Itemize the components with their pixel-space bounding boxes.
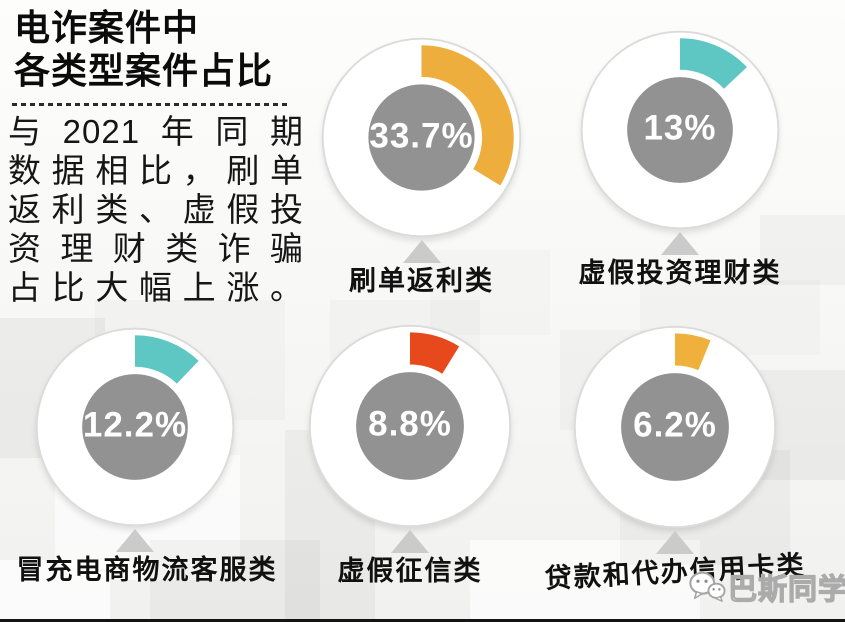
description-text: 与2021年同期 数据相比，刷单 返利类、虚假投 资理财类诈骗 占比大幅上涨。 — [8, 112, 304, 307]
page-title-line1: 电诈案件中 — [14, 7, 200, 48]
description-line: 数据相比，刷单 — [8, 152, 304, 189]
description-line: 与2021年同期 — [8, 113, 304, 150]
gauge-ring-chart — [573, 325, 777, 529]
gauge-ring-chart — [580, 30, 780, 230]
gauge-label: 刷单返利类 — [349, 266, 494, 296]
gauge-arc — [680, 38, 747, 89]
watermark-text: 巴斯同学 — [727, 573, 845, 606]
gauge-ring-chart — [308, 324, 512, 528]
wechat-chat-bubbles-icon — [689, 571, 726, 602]
description-line: 资理财类诈骗 — [8, 230, 304, 267]
gauge-value: 12.2% — [82, 405, 188, 445]
gauge-label: 虚假征信类 — [337, 556, 483, 586]
gauge-arc — [135, 335, 199, 384]
gauge-arc — [421, 45, 514, 186]
gauge-label: 虚假投资理财类 — [578, 258, 782, 288]
pointer-triangle-icon — [391, 530, 429, 553]
gauge-value: 6.2% — [633, 405, 717, 445]
pointer-triangle-icon — [402, 240, 441, 263]
gauge-label: 冒充电商物流客服类 — [16, 555, 278, 585]
gauge-xujia-touzi: 13% 虚假投资理财类 — [578, 28, 782, 288]
gauge-value: 33.7% — [369, 115, 474, 155]
gauge-ring-chart — [321, 37, 522, 238]
page-title: 电诈案件中 各类型案件占比 — [14, 6, 273, 92]
pointer-triangle-icon — [116, 529, 154, 552]
gauge-arc — [675, 333, 711, 371]
watermark: 巴斯同学 — [688, 566, 845, 608]
pointer-triangle-icon — [656, 531, 694, 554]
gauge-value: 13% — [643, 108, 717, 148]
dashed-divider — [12, 103, 290, 106]
description-line: 占比大幅上涨。 — [8, 269, 304, 306]
gauge-maochong-dianshang: 12.2% 冒充电商物流客服类 — [17, 325, 276, 585]
gauge-value: 8.8% — [368, 404, 452, 444]
gauge-ring-chart — [35, 327, 235, 527]
gauge-arc — [410, 332, 460, 374]
gauge-daikuan-xinyongka: 6.2% 贷款和代办信用卡类 — [544, 323, 806, 594]
gauge-shuadan-fanli: 33.7% 刷单返利类 — [319, 35, 524, 296]
page-title-line2: 各类型案件占比 — [14, 50, 274, 91]
description-line: 返利类、虚假投 — [8, 191, 304, 228]
pointer-triangle-icon — [661, 232, 699, 255]
gauge-xujia-zhengxin: 8.8% 虚假征信类 — [306, 322, 514, 586]
